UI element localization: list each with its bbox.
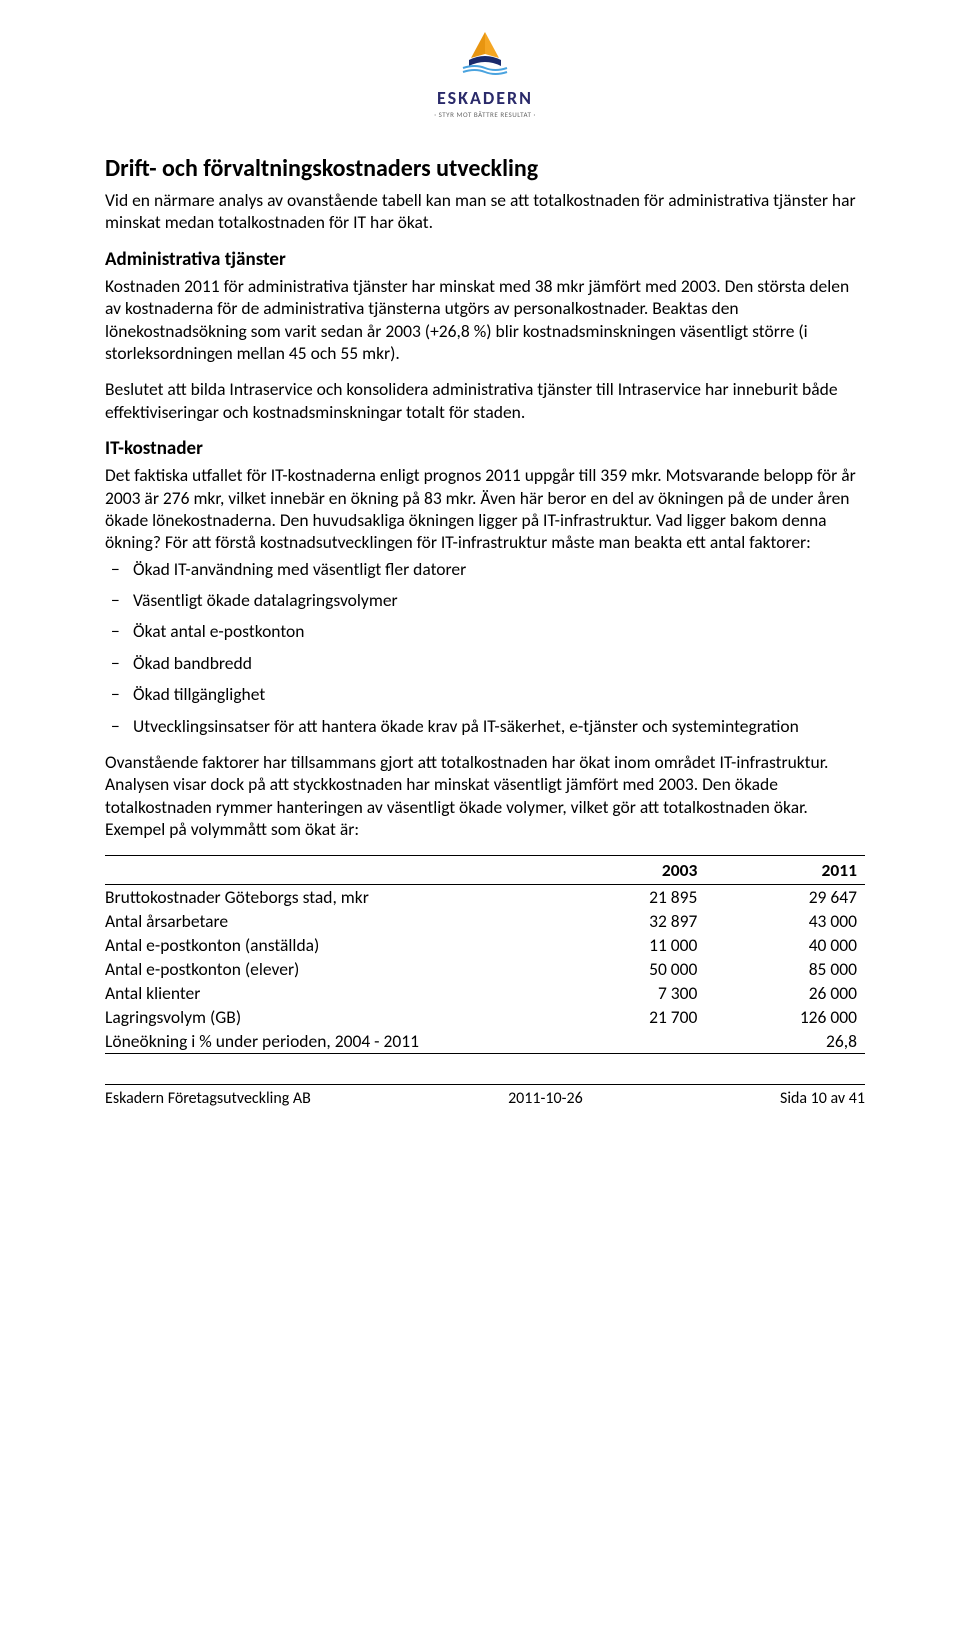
table-cell: 21 895 — [546, 884, 706, 909]
page-heading: Drift- och förvaltningskostnaders utveck… — [105, 154, 865, 183]
table-cell: Antal e-postkonton (elever) — [105, 957, 546, 981]
table-cell: Antal klienter — [105, 981, 546, 1005]
table-col-header — [105, 855, 546, 884]
table-cell: 11 000 — [546, 933, 706, 957]
table-cell: 85 000 — [705, 957, 865, 981]
table-cell: 26 000 — [705, 981, 865, 1005]
list-item: Ökat antal e-postkonton — [133, 620, 865, 642]
logo: ESKADERN · STYR MOT BÄTTRE RESULTAT · — [105, 30, 865, 119]
it-heading: IT-kostnader — [105, 437, 865, 460]
footer-center: 2011-10-26 — [508, 1089, 583, 1108]
it-para-2: Ovanstående faktorer har tillsammans gjo… — [105, 751, 865, 841]
list-item: Väsentligt ökade datalagringsvolymer — [133, 589, 865, 611]
intro-paragraph: Vid en närmare analys av ovanstående tab… — [105, 189, 865, 234]
table-col-header: 2003 — [546, 855, 706, 884]
table-cell: 7 300 — [546, 981, 706, 1005]
admin-para-1: Kostnaden 2011 för administrativa tjänst… — [105, 275, 865, 365]
table-row: Löneökning i % under perioden, 2004 - 20… — [105, 1029, 865, 1054]
table-header-row: 2003 2011 — [105, 855, 865, 884]
table-col-header: 2011 — [705, 855, 865, 884]
table-cell — [546, 1029, 706, 1054]
table-cell: Antal årsarbetare — [105, 909, 546, 933]
logo-icon — [453, 30, 517, 80]
volume-table: 2003 2011 Bruttokostnader Göteborgs stad… — [105, 855, 865, 1054]
it-bullet-list: Ökad IT-användning med väsentligt fler d… — [105, 558, 865, 737]
table-row: Antal e-postkonton (anställda) 11 000 40… — [105, 933, 865, 957]
table-cell: Antal e-postkonton (anställda) — [105, 933, 546, 957]
list-item: Ökad IT-användning med väsentligt fler d… — [133, 558, 865, 580]
logo-tagline: · STYR MOT BÄTTRE RESULTAT · — [105, 110, 865, 119]
table-cell: Lagringsvolym (GB) — [105, 1005, 546, 1029]
table-cell: Bruttokostnader Göteborgs stad, mkr — [105, 884, 546, 909]
admin-heading: Administrativa tjänster — [105, 248, 865, 271]
table-row: Antal e-postkonton (elever) 50 000 85 00… — [105, 957, 865, 981]
table-cell: 43 000 — [705, 909, 865, 933]
table-row: Bruttokostnader Göteborgs stad, mkr 21 8… — [105, 884, 865, 909]
table-row: Antal klienter 7 300 26 000 — [105, 981, 865, 1005]
page-footer: Eskadern Företagsutveckling AB 2011-10-2… — [105, 1084, 865, 1108]
footer-left: Eskadern Företagsutveckling AB — [105, 1089, 311, 1108]
table-cell: 126 000 — [705, 1005, 865, 1029]
table-row: Lagringsvolym (GB) 21 700 126 000 — [105, 1005, 865, 1029]
it-para-1: Det faktiska utfallet för IT-kostnaderna… — [105, 464, 865, 554]
footer-right: Sida 10 av 41 — [780, 1089, 865, 1108]
list-item: Ökad bandbredd — [133, 652, 865, 674]
list-item: Utvecklingsinsatser för att hantera ökad… — [133, 715, 865, 737]
list-item: Ökad tillgänglighet — [133, 683, 865, 705]
table-cell: 32 897 — [546, 909, 706, 933]
table-cell: Löneökning i % under perioden, 2004 - 20… — [105, 1029, 546, 1054]
table-cell: 29 647 — [705, 884, 865, 909]
table-cell: 21 700 — [546, 1005, 706, 1029]
table-cell: 26,8 — [705, 1029, 865, 1054]
table-row: Antal årsarbetare 32 897 43 000 — [105, 909, 865, 933]
table-cell: 50 000 — [546, 957, 706, 981]
logo-name: ESKADERN — [105, 87, 865, 109]
admin-para-2: Beslutet att bilda Intraservice och kons… — [105, 378, 865, 423]
table-cell: 40 000 — [705, 933, 865, 957]
